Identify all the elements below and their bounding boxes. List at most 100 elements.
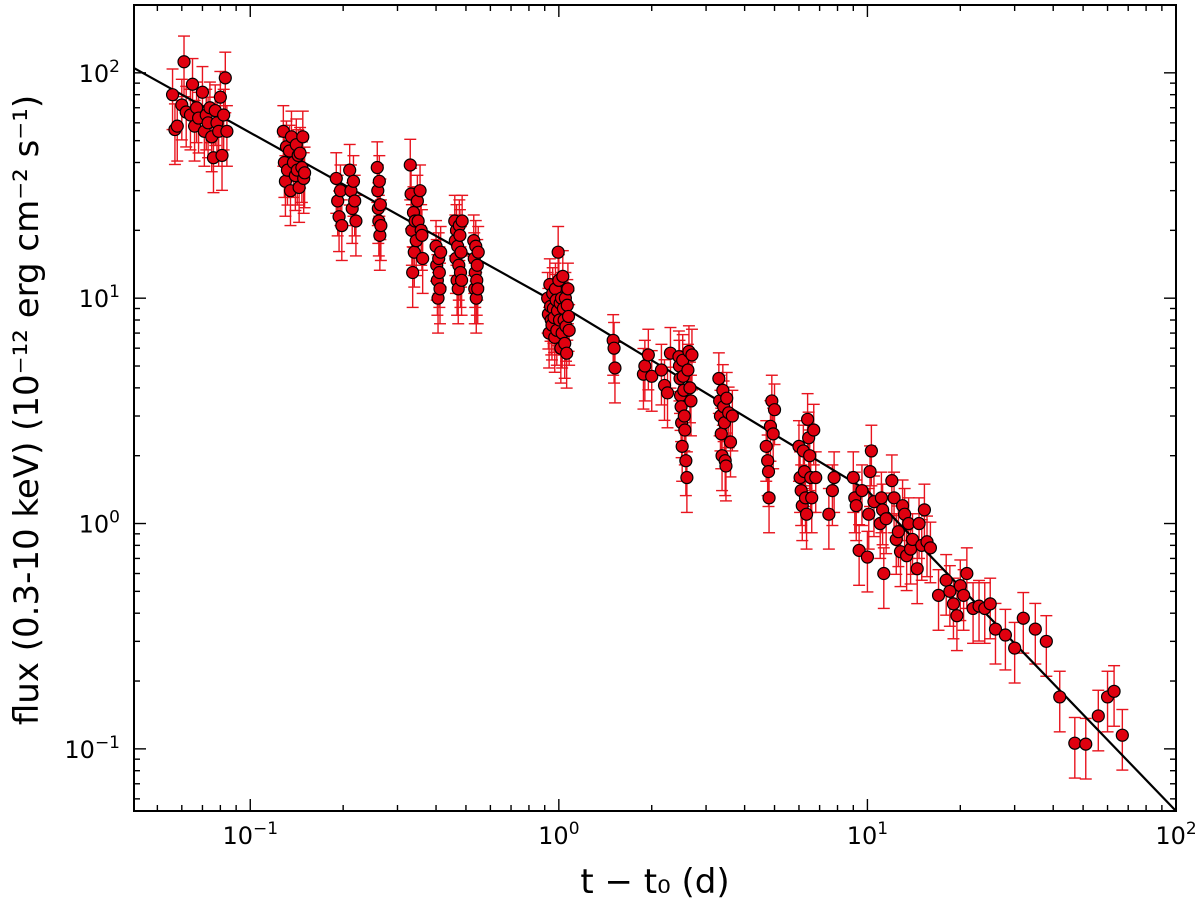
data-point: [335, 218, 349, 233]
y-tick-label: 100: [79, 508, 120, 539]
data-point: [917, 503, 932, 517]
data-point: [860, 550, 875, 564]
data-point: [654, 363, 669, 377]
data-point: [641, 348, 655, 362]
data-point: [761, 454, 775, 468]
tick-exponent: 2: [109, 57, 120, 77]
data-point: [679, 454, 693, 468]
data-point: [217, 108, 231, 122]
data-point: [296, 130, 310, 144]
data-point: [723, 435, 738, 449]
data-point: [725, 409, 739, 423]
data-point: [343, 163, 357, 177]
data-point: [346, 174, 361, 188]
data-point: [1008, 641, 1022, 655]
data-point: [1079, 737, 1093, 751]
data-point: [348, 194, 362, 208]
data-point: [809, 470, 823, 485]
data-point: [931, 588, 946, 602]
y-tick-label: 10−1: [64, 733, 120, 764]
tick-exponent: 1: [109, 282, 120, 302]
data-point: [720, 391, 734, 405]
data-point: [805, 491, 819, 505]
tick-mantissa: 10: [222, 822, 253, 850]
data-point: [454, 245, 468, 259]
data-point: [762, 491, 776, 505]
data-point: [177, 55, 191, 69]
data-point: [825, 483, 839, 498]
tick-exponent: 0: [569, 819, 580, 839]
data-point: [556, 269, 570, 283]
data-point: [560, 346, 574, 360]
data-point: [983, 597, 997, 611]
data-point: [215, 148, 229, 163]
data-point: [562, 323, 576, 337]
plot-frame: [133, 4, 1177, 812]
data-point: [905, 532, 920, 547]
data-point: [910, 562, 924, 576]
data-point: [1107, 684, 1121, 698]
data-point: [454, 273, 469, 287]
data-point: [678, 423, 692, 437]
data-point: [415, 228, 429, 242]
data-point: [434, 245, 448, 259]
data-point: [297, 166, 312, 180]
y-tick-label: 102: [79, 57, 120, 88]
data-point: [403, 158, 417, 172]
data-point: [887, 491, 901, 505]
data-point: [998, 628, 1013, 642]
data-point: [680, 470, 694, 485]
data-point: [455, 214, 469, 228]
x-tick-label: 100: [538, 819, 579, 850]
data-point: [766, 427, 780, 441]
data-point: [1053, 690, 1067, 704]
y-axis-label: flux (0.3-10 keV) (10⁻¹² erg cm⁻² s⁻¹): [7, 95, 47, 725]
tick-mantissa: 10: [79, 285, 110, 313]
data-point: [1091, 709, 1105, 723]
data-point: [432, 265, 446, 280]
data-point: [374, 218, 388, 233]
data-point: [220, 124, 234, 138]
data-point: [677, 409, 691, 423]
data-point: [471, 282, 485, 296]
data-point: [767, 403, 782, 417]
data-point: [885, 474, 899, 488]
data-point: [912, 516, 926, 531]
data-point: [807, 423, 821, 437]
data-point: [1028, 622, 1042, 636]
data-point: [608, 361, 622, 375]
data-point: [560, 298, 574, 312]
data-point: [329, 171, 343, 186]
data-point: [213, 90, 227, 104]
data-point: [1115, 728, 1129, 742]
data-point: [957, 588, 971, 602]
data-point: [453, 228, 467, 242]
data-point: [855, 483, 869, 498]
data-point: [195, 85, 210, 99]
data-point: [373, 198, 387, 212]
data-point: [943, 584, 957, 598]
data-point: [822, 507, 836, 521]
tick-mantissa: 10: [79, 511, 110, 539]
data-point: [1016, 611, 1030, 625]
x-tick-label: 102: [1155, 819, 1196, 850]
data-point: [923, 541, 938, 555]
x-tick-label: 10−1: [222, 819, 278, 850]
data-point: [293, 146, 307, 160]
x-axis-label: t − t₀ (d): [580, 862, 729, 902]
data-point: [433, 282, 447, 296]
data-point-layer: [165, 55, 1129, 751]
data-point: [561, 309, 576, 324]
data-point: [470, 258, 484, 272]
data-point: [165, 88, 180, 102]
y-tick-label: 101: [79, 282, 120, 313]
data-point: [719, 459, 733, 473]
data-point: [877, 566, 891, 581]
data-point: [960, 566, 974, 581]
data-point: [675, 439, 689, 453]
tick-mantissa: 10: [1155, 822, 1186, 850]
data-point: [660, 386, 675, 400]
